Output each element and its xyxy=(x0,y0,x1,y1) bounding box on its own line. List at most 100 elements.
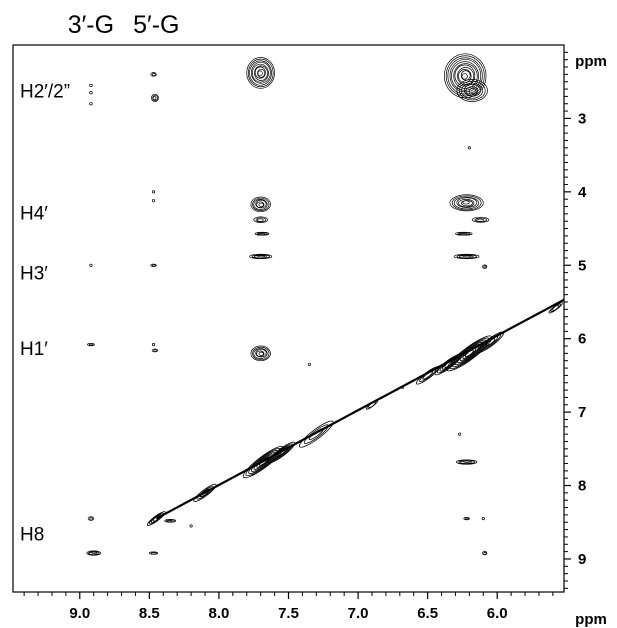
contour-level xyxy=(88,343,94,346)
contour-level xyxy=(258,351,264,356)
contour-level xyxy=(88,551,100,556)
contour-level xyxy=(462,200,470,205)
contour-level xyxy=(476,218,485,222)
cross-peak xyxy=(456,79,488,102)
contour-level xyxy=(299,420,334,448)
contour-level xyxy=(455,459,478,465)
contour-level xyxy=(447,57,483,95)
cross-peak xyxy=(307,362,311,366)
contour-level xyxy=(253,348,268,359)
diagonal-peak xyxy=(476,331,505,354)
contour-level xyxy=(479,333,502,351)
row-label: H1′ xyxy=(20,339,48,360)
contour-level xyxy=(167,520,173,523)
contour-level xyxy=(463,83,482,97)
contour-level xyxy=(253,199,268,210)
diagonal-peak xyxy=(365,400,379,410)
contour-level xyxy=(456,254,477,259)
contour-level xyxy=(152,95,158,102)
contour-level xyxy=(87,516,95,521)
contour-level xyxy=(453,63,478,89)
cross-peak xyxy=(151,343,156,347)
spectrum-marks xyxy=(86,53,564,556)
contour-level xyxy=(458,460,476,465)
contour-level xyxy=(445,55,485,97)
contour-level xyxy=(467,146,471,150)
contour-level xyxy=(257,70,263,77)
cross-peak xyxy=(482,550,488,556)
contour-level xyxy=(146,511,166,526)
contour-level xyxy=(86,550,102,556)
cross-peak xyxy=(246,57,275,89)
cross-peak xyxy=(151,190,156,194)
contour-level xyxy=(485,338,496,347)
cross-peak xyxy=(250,196,271,213)
contour-level xyxy=(481,517,485,521)
diagonal-peak xyxy=(548,302,563,314)
contour-level xyxy=(303,424,329,444)
contour-level xyxy=(89,102,93,106)
x-tick-label: 7.5 xyxy=(278,605,299,622)
contour-level xyxy=(256,201,265,208)
x-tick-label: 8.5 xyxy=(139,605,160,622)
contour-level xyxy=(456,79,488,102)
contour-level xyxy=(465,86,479,96)
contour-level xyxy=(151,343,156,347)
contour-level xyxy=(482,336,499,349)
cross-peak xyxy=(89,91,93,95)
contour-level xyxy=(89,91,93,95)
cross-peak xyxy=(254,231,270,236)
contour-level xyxy=(257,68,266,78)
contour-level xyxy=(419,368,437,383)
contour-level xyxy=(461,73,468,80)
contour-level xyxy=(267,441,296,464)
contour-level xyxy=(474,217,488,223)
contour-level xyxy=(152,96,157,101)
contour-level xyxy=(258,233,265,236)
column-label: 5′-G xyxy=(133,11,179,39)
row-label: H8 xyxy=(20,524,44,545)
contour-level xyxy=(254,66,266,79)
contour-level xyxy=(270,443,294,462)
diagonal-peak xyxy=(267,441,296,464)
contour-level xyxy=(256,350,265,357)
cross-peak xyxy=(150,263,157,267)
contour-level xyxy=(151,190,156,194)
x-tick-label: 7.0 xyxy=(348,605,369,622)
contour-level xyxy=(471,216,490,223)
y-tick-label: 8 xyxy=(578,478,586,495)
contour-level xyxy=(401,385,405,389)
plot-frame xyxy=(12,44,565,593)
cross-peak xyxy=(86,550,102,556)
x-tick-label: 9.0 xyxy=(69,605,90,622)
cross-peak xyxy=(481,517,485,521)
contour-level xyxy=(451,195,482,211)
contour-level xyxy=(459,233,468,236)
contour-level xyxy=(463,460,471,463)
cross-peak xyxy=(455,459,478,465)
cross-peak xyxy=(482,264,488,269)
contour-level xyxy=(456,197,478,208)
contour-level xyxy=(453,253,480,260)
contour-level xyxy=(255,217,267,223)
contour-level xyxy=(458,80,486,101)
row-label: H3′ xyxy=(20,264,48,285)
cross-peak xyxy=(250,345,271,362)
contour-level xyxy=(277,449,286,456)
contour-level xyxy=(199,488,211,498)
cross-peak xyxy=(151,93,159,102)
contour-level xyxy=(148,512,164,525)
contour-level xyxy=(193,483,217,503)
x-tick-label: 6.5 xyxy=(417,605,438,622)
contour-level xyxy=(482,550,488,556)
contour-level xyxy=(483,265,487,269)
y-tick-label: 9 xyxy=(578,551,586,568)
cross-peak xyxy=(189,524,193,528)
cross-peak xyxy=(164,518,177,523)
contour-level xyxy=(258,202,264,207)
contour-level xyxy=(464,349,474,357)
contour-level xyxy=(246,57,275,89)
contour-level xyxy=(256,218,264,222)
contour-level xyxy=(152,515,160,522)
